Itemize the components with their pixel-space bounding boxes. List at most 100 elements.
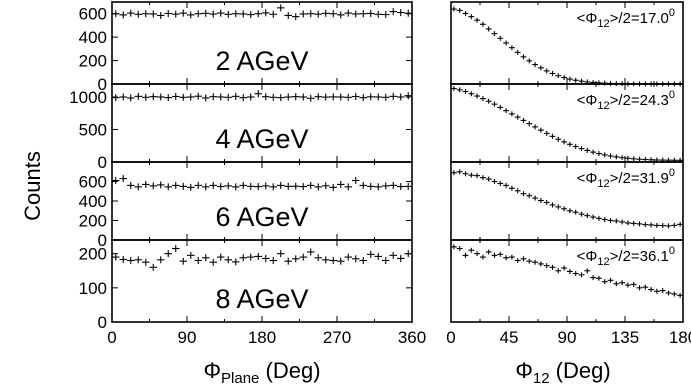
data-point bbox=[352, 255, 360, 263]
x-tick-label: 180 bbox=[248, 328, 276, 347]
data-point bbox=[497, 180, 504, 186]
data-point bbox=[456, 7, 463, 13]
data-point bbox=[596, 275, 602, 281]
data-point bbox=[532, 195, 538, 201]
data-point bbox=[187, 93, 195, 101]
data-point bbox=[549, 70, 556, 76]
data-point bbox=[262, 9, 270, 17]
annotation-sup: 0 bbox=[669, 89, 675, 101]
data-point bbox=[561, 75, 567, 81]
data-point bbox=[224, 93, 232, 101]
left-x-axis-label-main: Φ bbox=[203, 358, 221, 383]
data-point bbox=[520, 191, 527, 197]
data-point bbox=[112, 10, 120, 18]
left-x-tick-labels: 0 90 180 270 360 bbox=[107, 328, 426, 347]
data-point bbox=[382, 182, 390, 190]
data-point bbox=[509, 185, 515, 191]
data-point bbox=[555, 268, 562, 274]
right-x-axis-label-unit: (Deg) bbox=[550, 358, 611, 383]
data-point bbox=[284, 182, 292, 190]
panel-energy-label: 2 AGeV bbox=[215, 46, 308, 76]
data-point bbox=[671, 291, 678, 297]
data-point bbox=[247, 182, 255, 190]
data-point bbox=[314, 254, 322, 262]
data-point bbox=[187, 251, 195, 259]
data-point bbox=[404, 9, 412, 17]
data-point bbox=[112, 94, 120, 102]
data-point bbox=[329, 183, 337, 191]
data-point bbox=[671, 222, 678, 228]
data-point bbox=[462, 10, 469, 16]
data-point bbox=[262, 254, 270, 262]
data-point bbox=[389, 251, 397, 259]
annotation-suffix: >/2=36.1 bbox=[610, 248, 669, 265]
data-point bbox=[549, 133, 556, 139]
data-point bbox=[359, 94, 367, 102]
mean-angle-annotation: <Φ12>/2=17.00 bbox=[577, 7, 675, 30]
data-point bbox=[485, 98, 492, 104]
mean-angle-annotation: <Φ12>/2=24.30 bbox=[577, 89, 675, 112]
data-point bbox=[572, 209, 579, 215]
data-point bbox=[625, 282, 631, 288]
data-point bbox=[607, 153, 614, 159]
data-point bbox=[389, 8, 397, 16]
data-point bbox=[526, 121, 533, 127]
data-point bbox=[555, 73, 562, 79]
data-point bbox=[642, 222, 649, 228]
data-point bbox=[292, 13, 300, 21]
data-point bbox=[625, 220, 631, 226]
data-point bbox=[299, 183, 307, 191]
data-point bbox=[636, 221, 643, 227]
data-point bbox=[269, 93, 277, 101]
data-point bbox=[367, 9, 375, 17]
data-point bbox=[344, 9, 352, 17]
data-point bbox=[119, 255, 127, 263]
data-point bbox=[134, 256, 142, 264]
data-point bbox=[314, 93, 322, 101]
data-point bbox=[520, 54, 527, 60]
data-point bbox=[292, 255, 300, 263]
data-point bbox=[665, 290, 672, 296]
data-point bbox=[119, 93, 127, 101]
data-point bbox=[514, 188, 521, 194]
data-point bbox=[567, 76, 573, 82]
data-point bbox=[456, 169, 463, 175]
data-point bbox=[359, 10, 367, 18]
data-point bbox=[491, 101, 498, 107]
data-point bbox=[451, 86, 457, 92]
data-point bbox=[601, 279, 608, 285]
panel-right-3: <Φ12>/2=31.90 bbox=[450, 161, 684, 241]
data-point bbox=[456, 246, 463, 252]
data-point bbox=[468, 14, 475, 20]
data-point bbox=[194, 181, 202, 189]
data-point bbox=[299, 253, 307, 261]
y-tick-label: 0 bbox=[98, 75, 107, 94]
data-point bbox=[277, 94, 285, 102]
data-point bbox=[172, 181, 180, 189]
data-point bbox=[532, 259, 538, 265]
data-point bbox=[543, 263, 550, 269]
data-point bbox=[277, 4, 285, 12]
data-point bbox=[520, 256, 527, 262]
data-point bbox=[149, 263, 157, 271]
data-point bbox=[202, 9, 210, 17]
y-axis-label: Counts bbox=[20, 151, 45, 221]
data-point bbox=[254, 252, 262, 260]
data-point bbox=[299, 93, 307, 101]
data-point bbox=[642, 157, 649, 163]
data-point bbox=[367, 182, 375, 190]
data-point bbox=[491, 31, 498, 37]
y-tick-label: 600 bbox=[79, 5, 107, 24]
data-point bbox=[596, 215, 602, 221]
data-point bbox=[503, 182, 509, 188]
data-point bbox=[601, 80, 608, 86]
data-point bbox=[217, 93, 225, 101]
mean-angle-annotation: <Φ12>/2=36.10 bbox=[577, 245, 675, 268]
data-point bbox=[292, 93, 300, 101]
panel-energy-label: 8 AGeV bbox=[215, 284, 308, 314]
data-point bbox=[209, 181, 217, 189]
data-point bbox=[578, 272, 585, 278]
data-point bbox=[659, 223, 666, 229]
data-point bbox=[601, 152, 608, 158]
data-point bbox=[187, 183, 195, 191]
